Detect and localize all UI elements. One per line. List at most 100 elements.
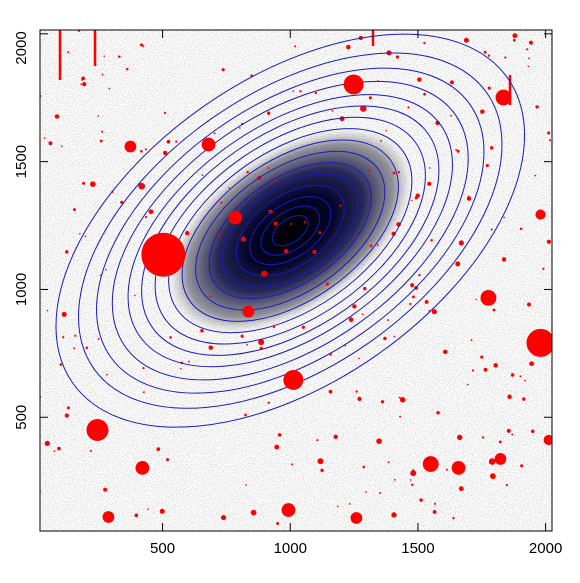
- masked-pixel: [428, 167, 431, 169]
- y-tick-label: 1500: [13, 145, 30, 178]
- masked-pixel: [391, 231, 396, 236]
- masked-pixel: [449, 80, 454, 85]
- masked-pixel: [65, 250, 69, 254]
- masked-pixel: [44, 440, 50, 446]
- masked-pixel: [391, 512, 397, 518]
- masked-pixel: [267, 401, 270, 405]
- masked-pixel: [392, 171, 396, 175]
- masked-pixel: [432, 510, 437, 514]
- masked-pixel: [142, 367, 145, 370]
- masked-pixel: [291, 463, 294, 466]
- masked-pixel: [244, 413, 247, 417]
- masked-pixel: [303, 221, 307, 224]
- masked-pixel: [120, 200, 124, 204]
- masked-pixel: [299, 90, 302, 93]
- masked-pixel: [336, 505, 339, 508]
- masked-pixel: [185, 230, 190, 236]
- masked-pixel: [475, 298, 478, 301]
- axes-frame: [39, 29, 553, 532]
- masked-pixel: [411, 295, 415, 299]
- masked-pixel: [273, 221, 278, 226]
- isophote: [168, 128, 413, 334]
- masked-pixel: [169, 336, 172, 339]
- masked-pixel: [283, 249, 289, 254]
- isophote: [127, 94, 453, 368]
- isophote: [195, 150, 386, 311]
- masked-pixel: [250, 186, 253, 189]
- isophote: [249, 196, 332, 266]
- masked-pixel: [423, 92, 426, 96]
- masked-pixel: [276, 522, 280, 525]
- masked-pixel: [348, 502, 351, 505]
- masked-pixel: [246, 170, 249, 174]
- masked-star: [535, 209, 546, 220]
- masked-pixel: [546, 239, 552, 244]
- masked-pixel: [397, 170, 401, 174]
- masked-pixel: [418, 273, 421, 277]
- masked-star: [281, 503, 296, 517]
- masked-pixel: [145, 148, 148, 151]
- isophote: [260, 205, 321, 256]
- masked-pixel: [529, 361, 534, 367]
- masked-star: [451, 460, 466, 475]
- masked-pixel: [277, 433, 282, 437]
- masked-pixel: [522, 397, 526, 401]
- masked-pixel: [352, 304, 357, 309]
- x-tick-label: 1500: [401, 540, 434, 557]
- isophote: [111, 80, 469, 381]
- masked-pixel: [547, 131, 551, 135]
- masked-pixel: [410, 283, 415, 288]
- masked-pixel: [126, 67, 129, 71]
- masked-pixel: [443, 349, 448, 355]
- masked-pixel: [294, 45, 297, 48]
- isophote: [154, 116, 426, 345]
- masked-pixel: [398, 396, 401, 399]
- masked-pixel: [331, 110, 334, 112]
- masked-pixel: [380, 400, 385, 404]
- masked-pixel: [534, 174, 537, 177]
- masked-pixel: [274, 444, 280, 450]
- masked-pixel: [428, 310, 430, 312]
- masked-pixel: [450, 114, 452, 117]
- masked-pixel: [487, 54, 491, 57]
- masked-pixel: [43, 137, 46, 139]
- masked-pixel: [101, 73, 104, 76]
- masked-pixel: [60, 145, 63, 147]
- masked-star: [102, 511, 115, 523]
- masked-pixel: [368, 96, 372, 100]
- masked-pixel: [84, 235, 87, 238]
- masked-pixel: [54, 114, 60, 119]
- masked-star: [494, 453, 507, 465]
- masked-pixel: [395, 55, 400, 59]
- image-area: [40, 30, 552, 531]
- masked-pixel: [239, 127, 241, 129]
- masked-pixel: [103, 55, 106, 57]
- masked-pixel: [314, 91, 318, 95]
- masked-pixel: [365, 491, 367, 493]
- masked-pixel: [367, 169, 371, 172]
- masked-pixel: [542, 267, 545, 270]
- masked-pixel: [85, 346, 89, 350]
- masked-pixel: [62, 336, 65, 339]
- masked-pixel: [493, 363, 498, 368]
- masked-star: [422, 456, 439, 472]
- y-tick-label: 1000: [13, 273, 30, 306]
- masked-pixel: [415, 193, 420, 198]
- masked-pixel: [430, 238, 433, 242]
- masked-pixel: [387, 319, 389, 322]
- masked-pixel: [507, 394, 512, 399]
- masked-pixel: [82, 82, 87, 87]
- masked-pixel: [457, 434, 463, 441]
- masked-pixel: [166, 458, 170, 462]
- masked-pixel: [526, 302, 531, 307]
- masked-pixel: [301, 325, 305, 329]
- masked-pixel: [57, 446, 61, 451]
- masked-pixel: [471, 369, 475, 372]
- masked-pixel: [290, 222, 293, 225]
- masked-pixel: [78, 232, 81, 235]
- masked-pixel: [292, 90, 294, 92]
- masked-pixel: [73, 347, 76, 350]
- masked-pixel: [268, 209, 273, 214]
- masked-pixel: [90, 181, 96, 187]
- masked-pixel: [488, 458, 496, 465]
